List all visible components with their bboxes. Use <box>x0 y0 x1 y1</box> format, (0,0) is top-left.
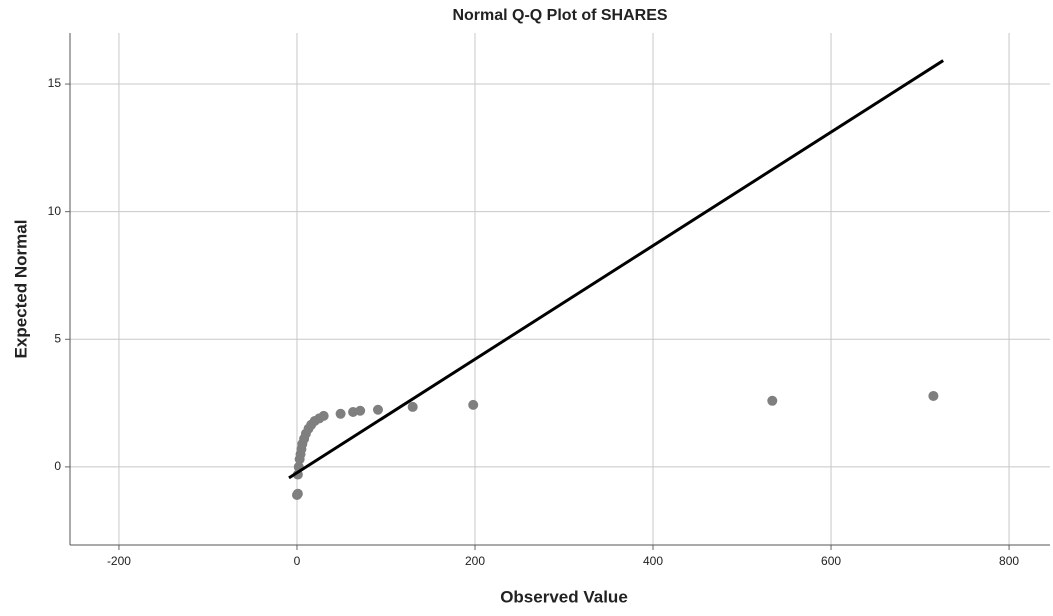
data-point <box>355 405 366 416</box>
x-tick-label: 200 <box>465 554 485 568</box>
data-point <box>407 401 418 412</box>
reference-line <box>288 59 944 480</box>
x-tick-label: 400 <box>643 554 663 568</box>
y-tick-label: 10 <box>48 204 62 218</box>
data-point <box>318 410 329 421</box>
chart-title: Normal Q-Q Plot of SHARES <box>452 7 667 24</box>
x-tick-label: 800 <box>999 554 1019 568</box>
data-point <box>767 395 778 406</box>
data-point <box>335 408 346 419</box>
x-tick-label: -200 <box>107 554 131 568</box>
y-tick-label: 15 <box>48 76 62 90</box>
y-tick-label: 5 <box>54 331 61 345</box>
x-tick-label: 0 <box>294 554 301 568</box>
x-tick-label: 600 <box>821 554 841 568</box>
y-tick-label: 0 <box>54 459 61 473</box>
y-axis-title: Expected Normal <box>11 220 30 359</box>
data-point <box>292 488 303 499</box>
data-point <box>372 404 383 415</box>
data-point <box>468 399 479 410</box>
data-point <box>928 390 939 401</box>
x-axis-title: Observed Value <box>500 587 628 606</box>
